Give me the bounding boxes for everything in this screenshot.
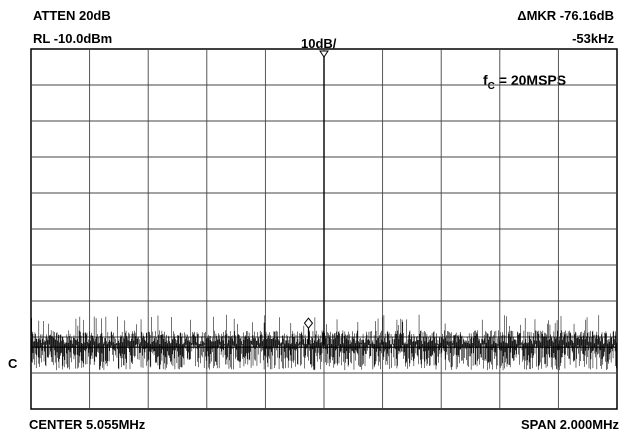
fc-prefix: f: [483, 72, 488, 88]
side-marker-label: C: [8, 356, 18, 371]
noise-trace: [30, 314, 618, 371]
delta-marker-label: ΔMKR -76.16dB: [517, 8, 614, 23]
atten-label: ATTEN 20dB: [33, 8, 111, 23]
carrier-marker: [319, 50, 329, 58]
scale-label: 10dB/: [301, 36, 337, 51]
signal-layer: [303, 50, 329, 345]
delta-marker-diamond: [303, 317, 314, 329]
fc-annotation: fC = 20MSPS: [483, 72, 566, 92]
ref-level-label: RL -10.0dBm: [33, 31, 112, 46]
fc-subscript: C: [488, 81, 495, 92]
fc-rest: = 20MSPS: [495, 72, 566, 88]
span-label: SPAN 2.000MHz: [521, 417, 620, 432]
center-frequency-label: CENTER 5.055MHz: [29, 417, 146, 432]
marker-offset-label: -53kHz: [572, 31, 614, 46]
